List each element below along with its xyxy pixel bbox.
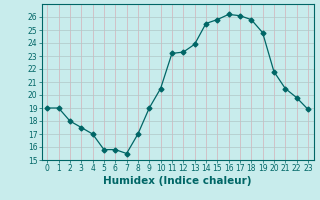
X-axis label: Humidex (Indice chaleur): Humidex (Indice chaleur) (103, 176, 252, 186)
